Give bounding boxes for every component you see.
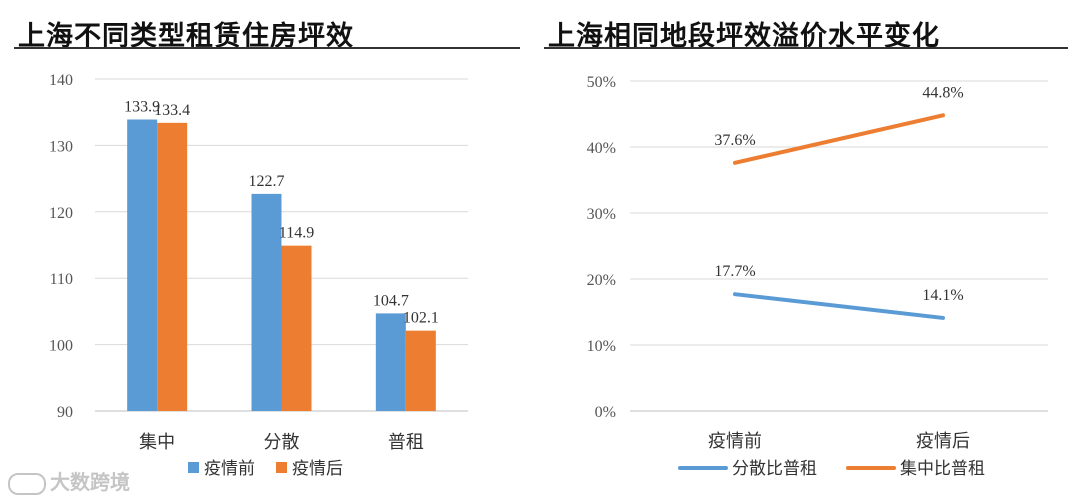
left-y-tick-label: 130: [49, 138, 73, 155]
left-y-tick-label: 110: [50, 271, 73, 288]
bar-疫情前: [127, 119, 158, 411]
bar-data-label: 133.9: [124, 99, 160, 116]
right-legend-label: 分散比普租: [732, 459, 817, 479]
bar-疫情前: [375, 313, 406, 411]
line-集中比普租: [733, 113, 945, 165]
bar-疫情前: [251, 193, 282, 411]
line-data-label: 14.1%: [922, 287, 963, 304]
right-y-tick-label: 50%: [587, 74, 616, 91]
left-y-tick-label: 120: [49, 205, 73, 222]
bar-疫情后: [281, 245, 312, 411]
watermark: 大数跨境: [8, 466, 130, 495]
right-chart-title: 上海相同地段坪效溢价水平变化: [548, 21, 940, 52]
bar-data-label: 114.9: [279, 225, 314, 242]
left-x-category-label: 分散: [264, 432, 300, 453]
left-title-rule: [14, 47, 520, 49]
bar-data-label: 133.4: [154, 102, 190, 119]
right-title-rule: [544, 47, 1068, 49]
bar-data-label: 102.1: [403, 310, 439, 327]
right-x-category-label: 疫情后: [916, 431, 970, 452]
right-legend-label: 集中比普租: [900, 459, 985, 479]
left-x-category-label: 集中: [139, 432, 175, 453]
left-x-category-label: 普租: [388, 432, 424, 453]
right-y-tick-label: 30%: [587, 206, 616, 223]
line-data-label: 37.6%: [714, 132, 755, 149]
bar-疫情后: [405, 330, 436, 411]
left-legend-swatch: [276, 462, 287, 473]
right-y-tick-label: 20%: [587, 272, 616, 289]
right-y-tick-label: 10%: [587, 338, 616, 355]
right-y-tick-label: 0%: [595, 404, 616, 421]
left-y-tick-label: 90: [57, 404, 73, 421]
watermark-text: 大数跨境: [50, 470, 130, 494]
line-分散比普租: [733, 292, 945, 320]
line-data-label: 17.7%: [714, 263, 755, 280]
left-y-tick-label: 100: [49, 338, 73, 355]
watermark-logo-icon: [8, 472, 46, 495]
left-y-tick-label: 140: [49, 72, 73, 89]
left-chart-title: 上海不同类型租赁住房坪效: [18, 21, 354, 52]
bar-data-label: 122.7: [249, 173, 285, 190]
left-legend-label: 疫情前: [204, 459, 255, 479]
left-legend-label: 疫情后: [292, 459, 343, 479]
bar-疫情后: [157, 122, 188, 411]
bar-data-label: 104.7: [373, 292, 409, 309]
right-x-category-label: 疫情前: [708, 431, 762, 452]
left-legend-swatch: [188, 462, 199, 473]
right-y-tick-label: 40%: [587, 140, 616, 157]
line-data-label: 44.8%: [922, 84, 963, 101]
